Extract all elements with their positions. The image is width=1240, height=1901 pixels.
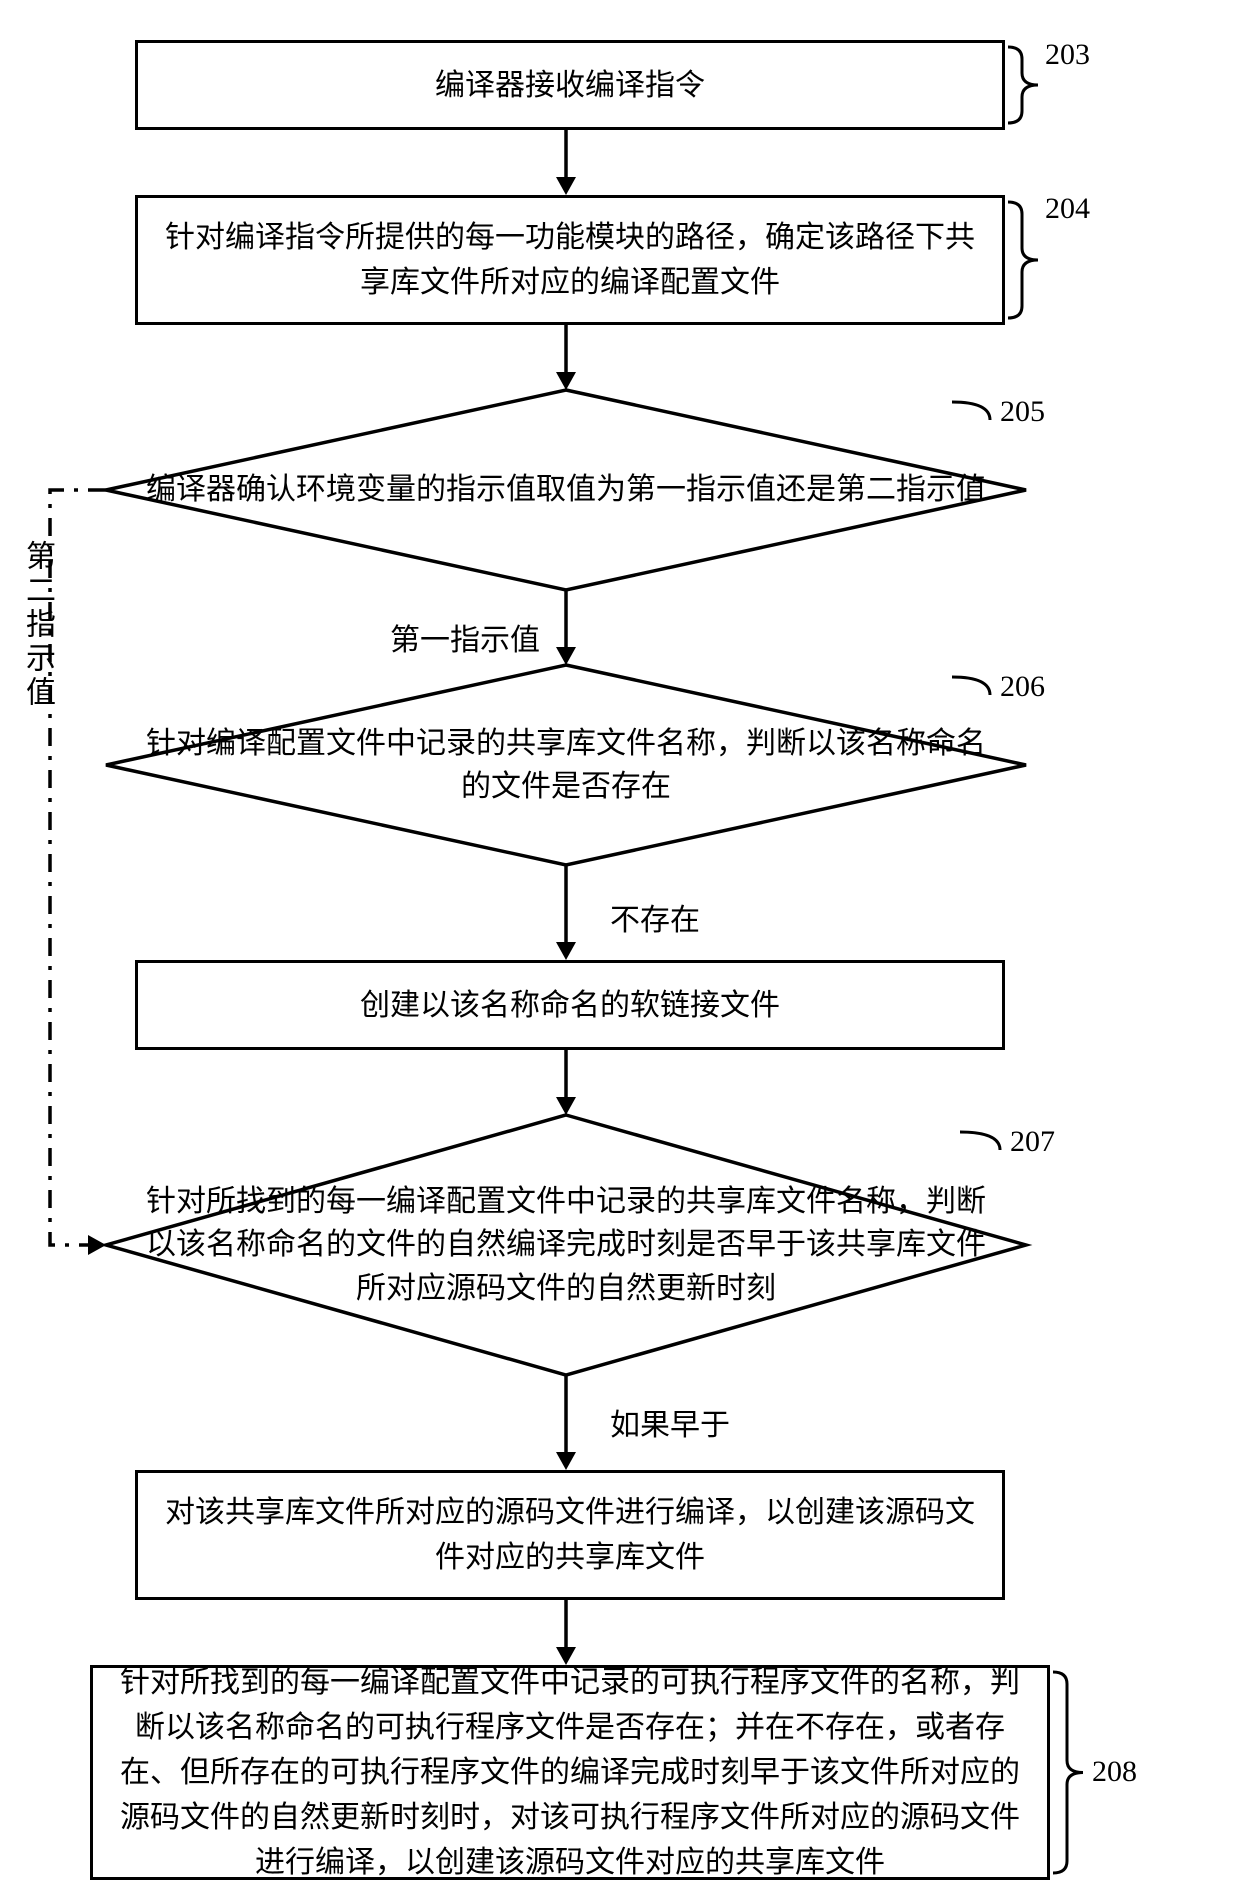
node-text: 针对编译指令所提供的每一功能模块的路径，确定该路径下共享库文件所对应的编译配置文… <box>158 215 982 305</box>
edge-label: 不存在 <box>610 895 700 939</box>
flow-node-n208: 针对所找到的每一编译配置文件中记录的可执行程序文件的名称，判断以该名称命名的可执… <box>90 1665 1050 1880</box>
node-text: 针对所找到的每一编译配置文件中记录的可执行程序文件的名称，判断以该名称命名的可执… <box>113 1660 1027 1885</box>
flow-node-n205: 编译器确认环境变量的指示值取值为第一指示值还是第二指示值 <box>106 390 1026 590</box>
ref-label-204: 204 <box>1045 192 1090 226</box>
edge-label: 第一指示值 <box>390 615 540 659</box>
flowchart-canvas: 编译器接收编译指令 203 针对编译指令所提供的每一功能模块的路径，确定该路径下共享… <box>0 0 1240 1901</box>
node-text: 对该共享库文件所对应的源码文件进行编译，以创建该源码文件对应的共享库文件 <box>158 1490 982 1580</box>
ref-label-203: 203 <box>1045 38 1090 72</box>
flow-node-n207: 针对所找到的每一编译配置文件中记录的共享库文件名称，判断以该名称命名的文件的自然… <box>106 1115 1026 1375</box>
ref-label-205: 205 <box>1000 395 1045 429</box>
edge-label: 第二指示值 <box>15 540 59 710</box>
flow-node-n206: 针对编译配置文件中记录的共享库文件名称，判断以该名称命名的文件是否存在 <box>106 665 1026 865</box>
flow-node-n204: 针对编译指令所提供的每一功能模块的路径，确定该路径下共享库文件所对应的编译配置文… <box>135 195 1005 325</box>
node-text: 针对所找到的每一编译配置文件中记录的共享库文件名称，判断以该名称命名的文件的自然… <box>106 1180 1026 1311</box>
ref-label-208: 208 <box>1092 1755 1137 1789</box>
ref-label-206: 206 <box>1000 670 1045 704</box>
node-text: 编译器接收编译指令 <box>435 63 705 108</box>
flow-node-n206b: 创建以该名称命名的软链接文件 <box>135 960 1005 1050</box>
edge-label: 如果早于 <box>610 1400 730 1444</box>
flow-node-n203: 编译器接收编译指令 <box>135 40 1005 130</box>
node-text: 编译器确认环境变量的指示值取值为第一指示值还是第二指示值 <box>106 468 1026 512</box>
flow-node-n207b: 对该共享库文件所对应的源码文件进行编译，以创建该源码文件对应的共享库文件 <box>135 1470 1005 1600</box>
ref-label-207: 207 <box>1010 1125 1055 1159</box>
node-text: 针对编译配置文件中记录的共享库文件名称，判断以该名称命名的文件是否存在 <box>106 722 1026 809</box>
node-text: 创建以该名称命名的软链接文件 <box>360 983 780 1028</box>
